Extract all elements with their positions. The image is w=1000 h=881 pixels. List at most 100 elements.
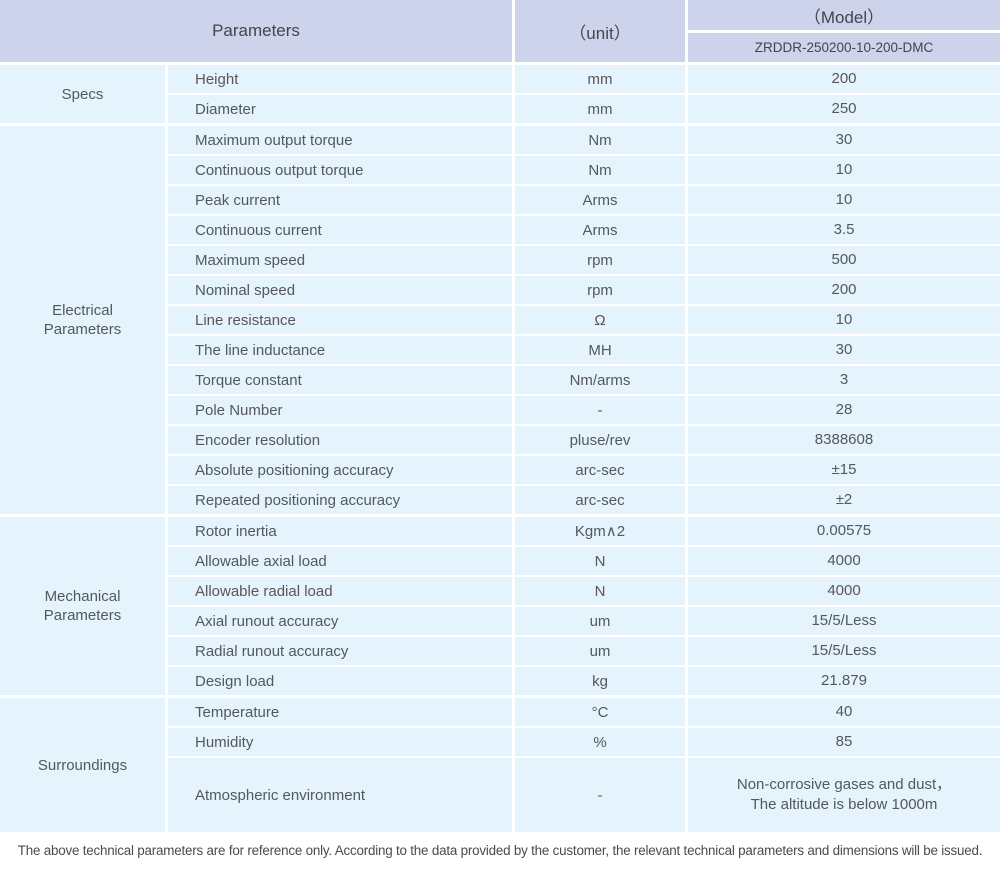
parameter-value: 200 bbox=[688, 65, 1000, 93]
parameter-unit: MH bbox=[515, 336, 685, 364]
parameter-name: Allowable axial load bbox=[168, 547, 512, 575]
parameter-value: 4000 bbox=[688, 577, 1000, 605]
parameter-unit: rpm bbox=[515, 246, 685, 274]
parameter-value: 21.879 bbox=[688, 667, 1000, 695]
parameter-unit: °C bbox=[515, 698, 685, 726]
table-row: Diameter mm 250 bbox=[168, 95, 1000, 123]
parameter-value: 250 bbox=[688, 95, 1000, 123]
parameter-value: 4000 bbox=[688, 547, 1000, 575]
table-row: Peak current Arms 10 bbox=[168, 186, 1000, 214]
parameter-unit: kg bbox=[515, 667, 685, 695]
parameter-unit: Kgm∧2 bbox=[515, 517, 685, 545]
parameter-value: 15/5/Less bbox=[688, 607, 1000, 635]
header-unit: （unit） bbox=[515, 0, 685, 62]
parameter-value: ±2 bbox=[688, 486, 1000, 514]
parameter-unit: - bbox=[515, 396, 685, 424]
table-row: Maximum output torque Nm 30 bbox=[168, 126, 1000, 154]
parameter-name: Atmospheric environment bbox=[168, 758, 512, 832]
parameter-unit: um bbox=[515, 637, 685, 665]
table-row: Height mm 200 bbox=[168, 65, 1000, 93]
parameter-unit: Nm bbox=[515, 156, 685, 184]
parameter-unit: % bbox=[515, 728, 685, 756]
parameter-name: Height bbox=[168, 65, 512, 93]
parameter-unit: Nm bbox=[515, 126, 685, 154]
table-row: Maximum speed rpm 500 bbox=[168, 246, 1000, 274]
table-header-row: Parameters （unit） （Model） ZRDDR-250200-1… bbox=[0, 0, 1000, 62]
parameter-value: Non-corrosive gases and dust， The altitu… bbox=[688, 758, 1000, 832]
parameter-unit: arc-sec bbox=[515, 456, 685, 484]
parameter-name: Continuous current bbox=[168, 216, 512, 244]
parameter-unit: pluse/rev bbox=[515, 426, 685, 454]
parameter-value: 0.00575 bbox=[688, 517, 1000, 545]
section-group-label: Mechanical Parameters bbox=[0, 517, 165, 695]
parameter-value: 10 bbox=[688, 156, 1000, 184]
table-row: Torque constant Nm/arms 3 bbox=[168, 366, 1000, 394]
table-section: Mechanical Parameters Rotor inertia Kgm∧2 0… bbox=[0, 517, 1000, 695]
section-group-label: Specs bbox=[0, 65, 165, 123]
parameter-value: 10 bbox=[688, 306, 1000, 334]
parameter-name: Diameter bbox=[168, 95, 512, 123]
section-group-label: Electrical Parameters bbox=[0, 126, 165, 514]
parameter-unit: N bbox=[515, 577, 685, 605]
table-row: Humidity% 85 bbox=[168, 728, 1000, 756]
parameter-name: Absolute positioning accuracy bbox=[168, 456, 512, 484]
parameter-name: Humidity bbox=[168, 728, 512, 756]
header-model-number: ZRDDR-250200-10-200-DMC bbox=[754, 40, 934, 55]
parameter-value: ±15 bbox=[688, 456, 1000, 484]
header-parameters: Parameters bbox=[0, 0, 512, 62]
table-row: Design load kg 21.879 bbox=[168, 667, 1000, 695]
table-row: Line resistance Ω 10 bbox=[168, 306, 1000, 334]
table-row: Encoder resolution pluse/rev 8388608 bbox=[168, 426, 1000, 454]
header-model-cell: （Model） ZRDDR-250200-10-200-DMC bbox=[688, 0, 1000, 62]
parameter-table: Parameters （unit） （Model） ZRDDR-250200-1… bbox=[0, 0, 1000, 832]
parameter-value: 200 bbox=[688, 276, 1000, 304]
parameter-unit: Arms bbox=[515, 186, 685, 214]
parameter-unit: N bbox=[515, 547, 685, 575]
parameter-value: 40 bbox=[688, 698, 1000, 726]
parameter-name: Allowable radial load bbox=[168, 577, 512, 605]
parameter-name: Encoder resolution bbox=[168, 426, 512, 454]
table-section: Electrical Parameters Maximum output torq… bbox=[0, 126, 1000, 514]
parameter-name: Pole Number bbox=[168, 396, 512, 424]
parameter-value: 8388608 bbox=[688, 426, 1000, 454]
parameter-name: Axial runout accuracy bbox=[168, 607, 512, 635]
section-group-label: Surroundings bbox=[0, 698, 165, 832]
parameter-name: Design load bbox=[168, 667, 512, 695]
parameter-unit: mm bbox=[515, 95, 685, 123]
parameter-value: 85 bbox=[688, 728, 1000, 756]
table-row: Continuous output torque Nm 10 bbox=[168, 156, 1000, 184]
parameter-name: Maximum output torque bbox=[168, 126, 512, 154]
parameter-name: Rotor inertia bbox=[168, 517, 512, 545]
parameter-name: Repeated positioning accuracy bbox=[168, 486, 512, 514]
parameter-unit: mm bbox=[515, 65, 685, 93]
parameter-name: Peak current bbox=[168, 186, 512, 214]
parameter-name: Maximum speed bbox=[168, 246, 512, 274]
parameter-name: Nominal speed bbox=[168, 276, 512, 304]
table-row: Continuous current Arms 3.5 bbox=[168, 216, 1000, 244]
parameter-value: 3.5 bbox=[688, 216, 1000, 244]
parameter-value: 3 bbox=[688, 366, 1000, 394]
table-row: The line inductance MH 30 bbox=[168, 336, 1000, 364]
parameter-value: 10 bbox=[688, 186, 1000, 214]
table-row: Repeated positioning accuracy arc-sec ±2 bbox=[168, 486, 1000, 514]
header-model-label: （Model） bbox=[688, 0, 1000, 33]
table-row: Temperature °C 40 bbox=[168, 698, 1000, 726]
table-section: Specs Height mm 200 Diameter mm 250 bbox=[0, 65, 1000, 123]
table-row: Allowable axial load N 4000 bbox=[168, 547, 1000, 575]
parameter-name: Temperature bbox=[168, 698, 512, 726]
table-row: Atmospheric environment - Non-corrosive ga… bbox=[168, 758, 1000, 832]
table-row: Allowable radial load N 4000 bbox=[168, 577, 1000, 605]
table-row: Pole Number -28 bbox=[168, 396, 1000, 424]
table-section: Surroundings Temperature °C 40 Humidity% 85 At… bbox=[0, 698, 1000, 832]
parameter-unit: um bbox=[515, 607, 685, 635]
parameter-name: The line inductance bbox=[168, 336, 512, 364]
parameter-unit: Nm/arms bbox=[515, 366, 685, 394]
table-row: Rotor inertia Kgm∧2 0.00575 bbox=[168, 517, 1000, 545]
parameter-value: 30 bbox=[688, 126, 1000, 154]
parameter-value: 30 bbox=[688, 336, 1000, 364]
table-row: Nominal speed rpm 200 bbox=[168, 276, 1000, 304]
parameter-unit: rpm bbox=[515, 276, 685, 304]
parameter-value: 15/5/Less bbox=[688, 637, 1000, 665]
parameter-unit: - bbox=[515, 758, 685, 832]
